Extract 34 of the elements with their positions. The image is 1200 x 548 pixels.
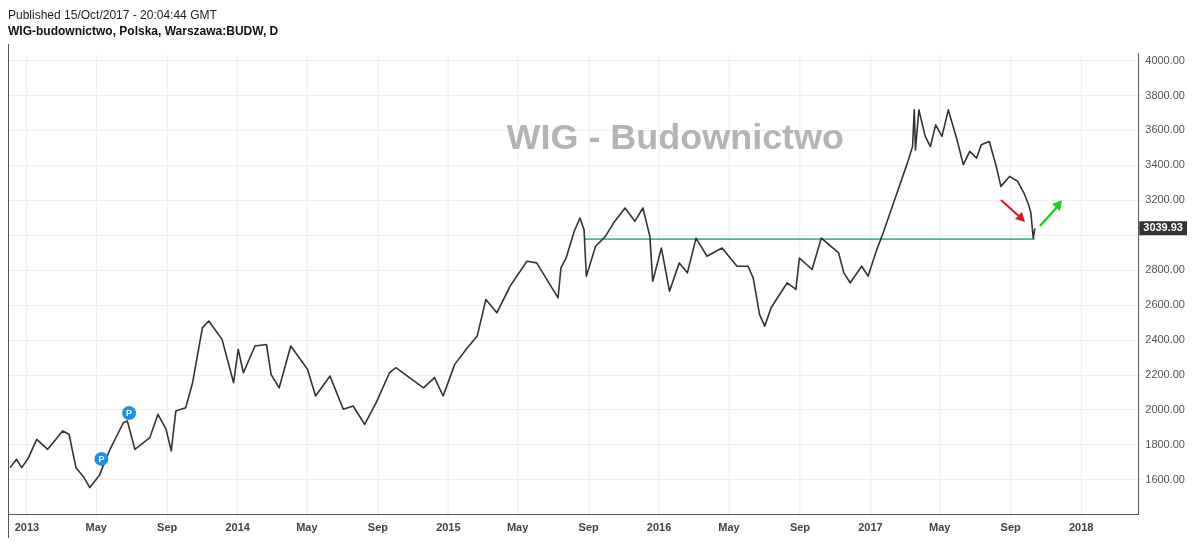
- y-tick-label: 2200.00: [1145, 368, 1185, 381]
- y-tick-label: 1800.00: [1145, 437, 1185, 450]
- x-tick-label: 2017: [858, 521, 883, 534]
- x-tick-label: Sep: [578, 521, 600, 534]
- x-tick-label: 2015: [436, 521, 461, 534]
- x-tick-label: May: [718, 521, 741, 534]
- x-tick-label: 2016: [646, 521, 672, 534]
- x-tick-label: 2013: [14, 521, 40, 534]
- text: Published 15/Oct/2017 - 20:04:44 GMT: [8, 8, 218, 24]
- x-tick-label: 2018: [1068, 521, 1094, 534]
- y-tick-label: 3200.00: [1145, 193, 1185, 206]
- x-tick-label: Sep: [789, 521, 811, 534]
- x-tick-label: May: [296, 521, 319, 534]
- y-tick-label: 2600.00: [1145, 298, 1185, 311]
- annotation: WIG - Budownictwo: [506, 115, 845, 157]
- annotation: P: [126, 407, 133, 418]
- y-tick-label: 3400.00: [1145, 158, 1185, 171]
- chart-title: WIG-budownictwo, Polska, Warszawa:BUDW, D: [8, 24, 280, 40]
- y-tick-label: 2800.00: [1145, 263, 1185, 276]
- x-tick-label: 2014: [225, 521, 251, 534]
- y-tick-label: 4000.00: [1145, 53, 1185, 66]
- ref-line-label: 3039.93: [1143, 221, 1183, 234]
- y-tick-label: 3800.00: [1145, 88, 1185, 101]
- y-tick-label: 2400.00: [1145, 333, 1185, 346]
- y-tick-label: 3600.00: [1145, 123, 1185, 136]
- annotation: P: [98, 453, 105, 464]
- x-tick-label: Sep: [1000, 521, 1022, 534]
- x-tick-label: May: [85, 521, 108, 534]
- x-tick-label: May: [506, 521, 530, 534]
- y-tick-label: 2000.00: [1145, 403, 1185, 416]
- x-tick-label: Sep: [157, 521, 178, 534]
- x-tick-label: May: [928, 521, 952, 534]
- y-tick-label: 1600.00: [1145, 472, 1185, 485]
- x-tick-label: Sep: [367, 521, 389, 534]
